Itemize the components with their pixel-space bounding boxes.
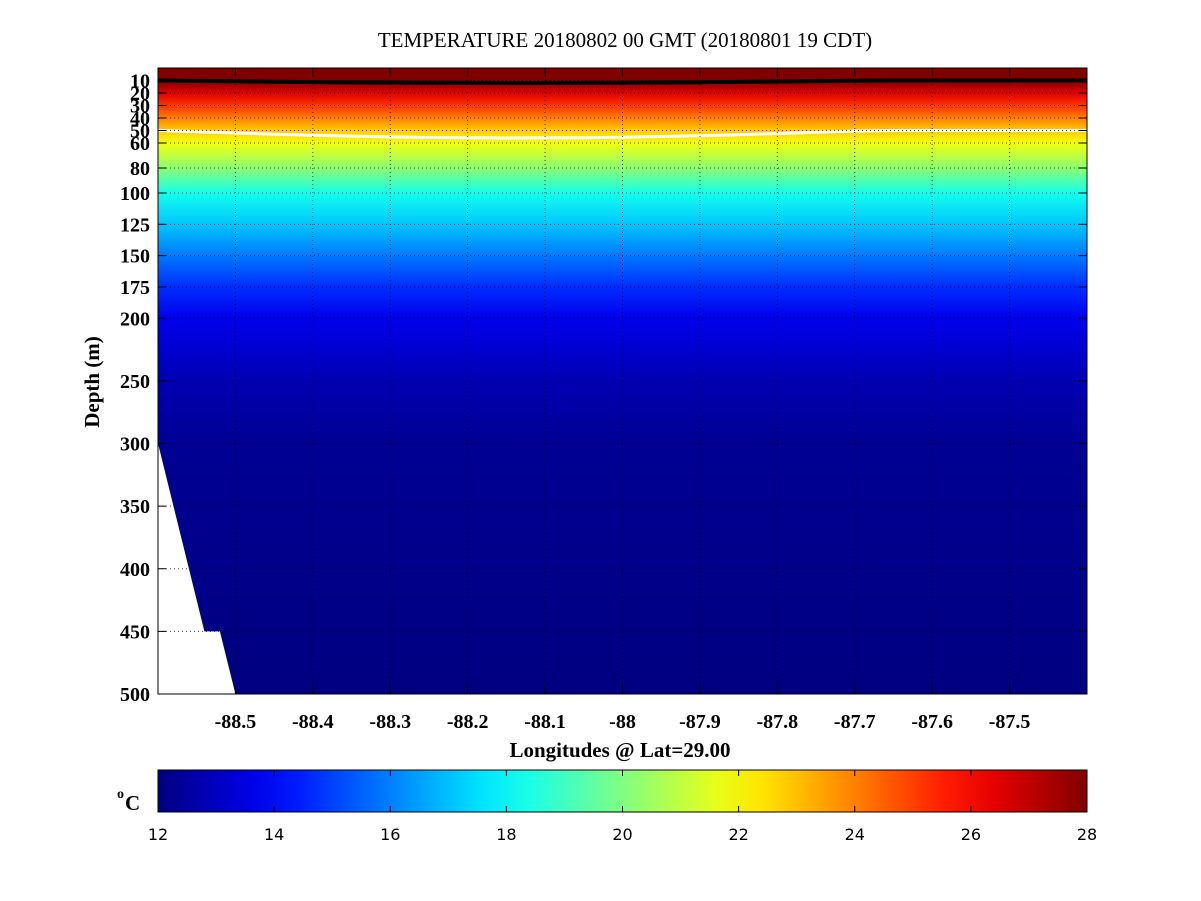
y-tick-label: 20 — [130, 83, 150, 105]
y-tick-label: 300 — [120, 434, 150, 456]
y-tick-label: 30 — [130, 96, 150, 118]
colorbar — [157, 769, 1088, 813]
svg-text:o: o — [117, 787, 124, 802]
contour-line — [158, 129, 1087, 140]
y-tick-label: 50 — [130, 121, 150, 143]
x-tick-label: -88 — [609, 711, 636, 733]
colorbar-tick-label: 18 — [496, 825, 516, 844]
colorbar-unit-label: o C — [117, 787, 140, 815]
y-tick-label: 80 — [130, 158, 150, 180]
colorbar-tick-label: 22 — [728, 825, 748, 844]
colorbar-tick-label: 16 — [380, 825, 400, 844]
y-tick-label: 125 — [120, 214, 150, 236]
x-tick-label: -88.4 — [292, 711, 334, 733]
grid-lines — [158, 68, 1087, 694]
y-tick-label: 175 — [120, 277, 150, 299]
y-tick-label: 200 — [120, 308, 150, 330]
x-axis-ticks: -88.5 -88.4 -88.3 -88.2 -88.1 -88 -87.9 -87.8 -8… — [215, 68, 1031, 733]
x-tick-label: -88.2 — [447, 711, 489, 733]
x-tick-label: -88.1 — [524, 711, 566, 733]
chart-title: TEMPERATURE 20180802 00 GMT (20180801 19… — [378, 28, 872, 52]
x-tick-label: -88.3 — [369, 711, 411, 733]
y-tick-label: 250 — [120, 371, 150, 393]
colorbar-tick-label: 26 — [961, 825, 981, 844]
colorbar-tick-label: 28 — [1077, 825, 1097, 844]
x-tick-label: -87.9 — [679, 711, 721, 733]
y-tick-label: 500 — [120, 684, 150, 706]
x-tick-label: -87.7 — [834, 711, 876, 733]
plot-area — [158, 68, 1087, 694]
x-tick-label: -87.5 — [989, 711, 1031, 733]
x-tick-label: -87.6 — [911, 711, 953, 733]
y-tick-label: 40 — [130, 108, 150, 130]
bathymetry-mask — [158, 443, 236, 694]
y-axis-label: Depth (m) — [80, 336, 104, 428]
colorbar-ticks: 12 14 16 18 20 22 24 26 28 — [148, 770, 1097, 844]
x-tick-label: -87.8 — [756, 711, 798, 733]
y-tick-label: 100 — [120, 183, 150, 205]
colorbar-tick-label: 12 — [148, 825, 168, 844]
y-tick-label: 150 — [120, 246, 150, 268]
x-axis-label: Longitudes @ Lat=29.00 — [509, 738, 730, 762]
colorbar-tick-label: 20 — [612, 825, 632, 844]
y-tick-label: 10 — [130, 71, 150, 93]
y-tick-label: 400 — [120, 559, 150, 581]
y-tick-label: 450 — [120, 621, 150, 643]
colorbar-tick-label: 14 — [264, 825, 284, 844]
y-tick-label: 350 — [120, 496, 150, 518]
colorbar-tick-label: 24 — [845, 825, 865, 844]
svg-text:C: C — [125, 791, 140, 815]
y-tick-label: 60 — [130, 133, 150, 155]
x-tick-label: -88.5 — [215, 711, 257, 733]
